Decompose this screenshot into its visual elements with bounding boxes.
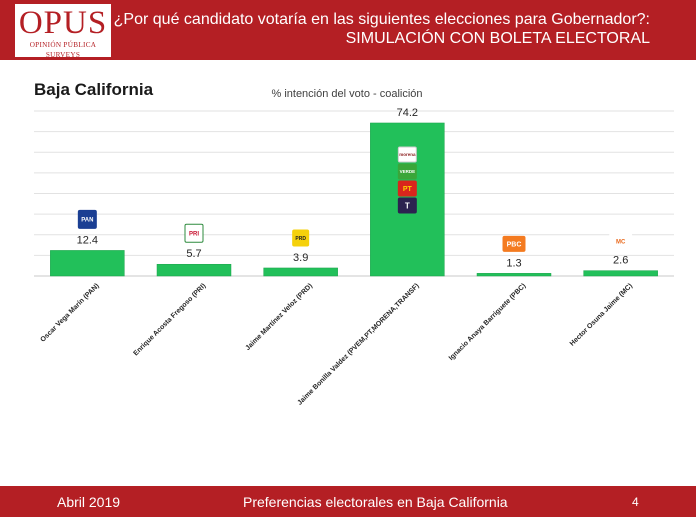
bar-6 [583, 270, 658, 277]
party-logo-t-icon: T [397, 197, 417, 214]
party-logo-box [77, 209, 97, 229]
bar-chart: 12.4 5.7 3.9 74.2 1.3 2.6 PAN PRI PRD morena VERD… [34, 88, 674, 407]
chart-grid [34, 110, 674, 277]
bar-2 [156, 263, 232, 277]
party-logo-pan-icon: PAN [77, 209, 97, 229]
value-label-5: 1.3 [506, 257, 521, 269]
party-logo-verde-icon: VERDE [397, 163, 417, 180]
footer-date: Abril 2019 [57, 494, 121, 510]
bar-1 [50, 250, 125, 277]
value-label-4: 74.2 [397, 107, 418, 119]
value-label-6: 2.6 [613, 255, 628, 267]
value-label-1: 12.4 [77, 234, 98, 246]
value-label-3: 3.9 [293, 252, 308, 264]
slide-title-line2: SIMULACIÓN CON BOLETA ELECTORAL [345, 30, 650, 47]
party-logo-pri-icon: PRI [184, 223, 204, 243]
party-logo-morena-icon: morena [397, 146, 417, 163]
logo-tagline: OPINIÓN PÚBLICA SURVEYS [29, 41, 97, 59]
chart-value-labels: 12.4 5.7 3.9 74.2 1.3 2.6 [77, 107, 629, 269]
chart-category-labels: Oscar Vega Marín (PAN) Enrique Acosta Fre… [39, 282, 634, 406]
party-logo-text: PAN [81, 218, 93, 224]
category-label-6: Hector Osuna Jaime (MC) [569, 282, 634, 347]
opus-logo: OPUS OPINIÓN PÚBLICA SURVEYS [15, 4, 111, 59]
party-logo-box [397, 146, 417, 163]
region-title: Baja California [34, 80, 154, 99]
party-logo-text: PRD [295, 236, 306, 242]
party-logo-box [502, 235, 526, 252]
category-label-3: Jaime Martínez Veloz (PRD) [244, 282, 314, 352]
party-logo-box [397, 163, 417, 180]
party-logo-pbc-icon: PBC [502, 235, 526, 252]
footer-page-number: 4 [632, 495, 639, 509]
slide-title: ¿Por qué candidato votaría en las siguie… [114, 10, 650, 48]
party-logo-box [397, 180, 417, 197]
footer-bar: Abril 2019 Preferencias electorales en B… [0, 486, 696, 517]
category-label-4: Jaime Bonilla Valdez (PVEM,PT,MORENA,TRA… [296, 282, 420, 406]
logo-word: OPUS [18, 5, 108, 41]
bar-3 [263, 267, 338, 277]
category-label-5: Ignacio Anaya Barriguete (PBC) [448, 282, 528, 362]
chart-party-logos: PAN PRI PRD morena VERDE PT T PBC MC [77, 146, 633, 252]
party-logo-text: PT [403, 186, 413, 193]
category-label-2: Enrique Acosta Fregoso (PRI) [133, 282, 208, 357]
party-logo-box [292, 229, 310, 247]
party-logo-text: PRI [189, 231, 199, 237]
party-logo-pt-icon: PT [397, 180, 417, 197]
category-label-1: Oscar Vega Marín (PAN) [39, 282, 100, 343]
party-logo-text: T [405, 201, 410, 210]
party-logo-box [184, 223, 204, 243]
chart-title: % intención del voto - coalición [271, 88, 422, 100]
bar-5 [476, 273, 552, 277]
value-label-2: 5.7 [186, 248, 201, 260]
footer-caption: Preferencias electorales en Baja Califor… [243, 494, 508, 510]
party-logo-text: MC [616, 239, 626, 245]
party-logo-mc-icon: MC [609, 233, 633, 250]
party-logo-text: morena [399, 152, 416, 157]
party-logo-text: VERDE [400, 169, 416, 174]
party-logo-box [609, 233, 633, 250]
chart-bars [50, 122, 658, 277]
party-logo-text: PBC [507, 241, 522, 248]
party-logo-prd-icon: PRD [292, 229, 310, 247]
header-bar: OPUS OPINIÓN PÚBLICA SURVEYS ¿Por qué ca… [0, 0, 696, 60]
slide-title-line1: ¿Por qué candidato votaría en las siguie… [113, 11, 650, 28]
party-logo-box [397, 197, 417, 214]
